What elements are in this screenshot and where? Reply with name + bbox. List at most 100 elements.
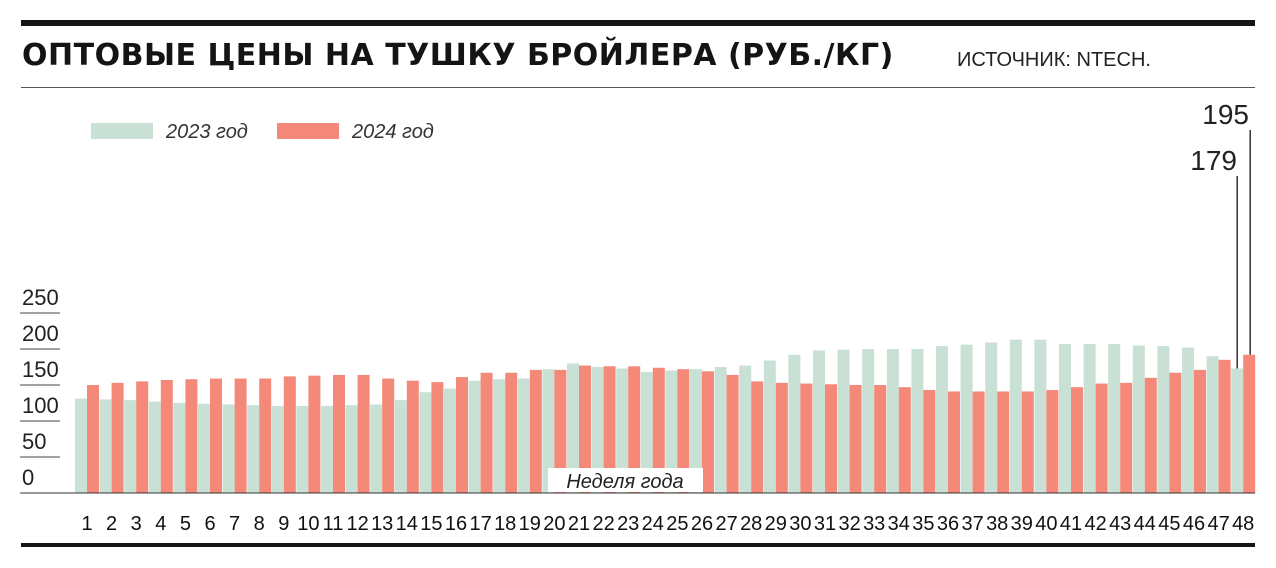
bar-2023 — [271, 405, 284, 493]
legend-swatch-2024 — [277, 123, 339, 139]
bar-2024 — [308, 375, 321, 493]
bar-2024 — [751, 381, 764, 493]
bar-2024 — [185, 379, 198, 493]
x-tick-label: 6 — [204, 513, 215, 535]
bar-2023 — [985, 342, 998, 493]
x-tick-label: 46 — [1183, 513, 1205, 535]
x-tick-label: 42 — [1084, 513, 1106, 535]
top-rule — [21, 20, 1255, 26]
x-tick-label: 18 — [494, 513, 516, 535]
bottom-rule — [21, 543, 1255, 547]
bar-2023 — [1206, 356, 1219, 493]
bar-2024 — [406, 380, 419, 493]
x-tick-label: 29 — [765, 513, 787, 535]
bar-2024 — [1169, 372, 1182, 493]
bar-2024 — [972, 391, 985, 493]
bar-2023 — [1108, 343, 1121, 493]
x-tick-label: 2 — [106, 513, 117, 535]
bar-2023 — [468, 380, 481, 493]
x-tick-label: 33 — [863, 513, 885, 535]
bar-2024 — [1144, 377, 1157, 493]
bar-2023 — [75, 398, 87, 493]
callout-label: 195 — [1202, 99, 1249, 130]
x-tick-label: 1 — [81, 513, 92, 535]
bar-2024 — [160, 379, 173, 493]
x-tick-label: 11 — [323, 513, 344, 535]
bar-2024 — [1194, 369, 1206, 493]
x-tick-label: 7 — [229, 513, 240, 535]
x-tick-label: 16 — [445, 513, 467, 535]
bar-2023 — [665, 370, 678, 493]
legend-swatch-2023 — [91, 123, 153, 139]
bar-2023 — [222, 404, 235, 493]
callout-label: 179 — [1190, 145, 1237, 176]
bar-2023 — [394, 400, 407, 493]
x-tick-label: 35 — [912, 513, 934, 535]
bar-2023 — [1059, 343, 1071, 493]
chart-title: ОПТОВЫЕ ЦЕНЫ НА ТУШКУ БРОЙЛЕРА (РУБ./КГ) — [22, 38, 894, 73]
x-tick-label: 41 — [1060, 513, 1082, 535]
bar-2024 — [923, 390, 936, 493]
x-tick-label: 37 — [961, 513, 983, 535]
x-tick-label: 45 — [1158, 513, 1180, 535]
x-axis-label: Неделя года — [566, 471, 683, 493]
bar-2024 — [505, 372, 518, 493]
bar-2024 — [898, 387, 911, 493]
y-tick-label: 0 — [22, 465, 34, 490]
x-tick-label: 12 — [346, 513, 368, 535]
x-tick-label: 10 — [297, 513, 319, 535]
bar-2023 — [444, 388, 456, 493]
bar-2024 — [652, 367, 665, 493]
bar-2023 — [542, 369, 555, 493]
bar-2024 — [554, 369, 567, 493]
headline-rule — [21, 87, 1255, 88]
bar-2023 — [247, 405, 260, 493]
bar-2024 — [603, 366, 616, 493]
bar-2023 — [886, 349, 899, 493]
bar-2023 — [567, 363, 579, 493]
x-tick-label: 36 — [937, 513, 959, 535]
bar-2023 — [788, 354, 801, 493]
x-tick-label: 17 — [469, 513, 491, 535]
x-tick-label: 13 — [371, 513, 393, 535]
bar-2023 — [1182, 347, 1194, 493]
bar-2023 — [345, 405, 358, 493]
bar-2023 — [960, 344, 973, 493]
x-tick-label: 22 — [592, 513, 614, 535]
bar-2023 — [493, 379, 506, 493]
chart-source: ИСТОЧНИК: NTECH. — [957, 49, 1151, 71]
y-tick-label: 250 — [22, 285, 59, 310]
x-tick-label: 5 — [180, 513, 191, 535]
bar-2023 — [296, 405, 309, 493]
x-tick-label: 40 — [1035, 513, 1057, 535]
bar-2024 — [677, 369, 690, 493]
bar-2024 — [1120, 382, 1133, 493]
bar-2023 — [739, 365, 752, 493]
y-axis: 0 50 100 150 200 250 — [20, 285, 60, 494]
bar-2023 — [1009, 339, 1022, 493]
x-tick-label: 30 — [789, 513, 811, 535]
bar-2023 — [1231, 368, 1244, 493]
bar-2023 — [1157, 346, 1170, 493]
x-tick-label: 26 — [691, 513, 713, 535]
x-tick-label: 23 — [617, 513, 639, 535]
bar-2024 — [333, 374, 345, 493]
bar-2023 — [1132, 345, 1145, 493]
bar-2024 — [726, 374, 739, 493]
bar-2023 — [690, 369, 702, 493]
bar-2023 — [173, 403, 186, 493]
bar-2024 — [702, 371, 714, 493]
bar-2023 — [714, 367, 727, 493]
bar-2023 — [124, 400, 137, 493]
bar-2024 — [259, 378, 272, 493]
x-axis-label-box — [548, 468, 703, 492]
bar-2024 — [111, 382, 124, 493]
bar-2023 — [837, 349, 850, 493]
x-tick-label: 39 — [1011, 513, 1033, 535]
bar-2024 — [849, 385, 862, 493]
bars-group — [75, 339, 1256, 493]
bar-2024 — [357, 374, 370, 493]
bar-2024 — [800, 383, 813, 493]
